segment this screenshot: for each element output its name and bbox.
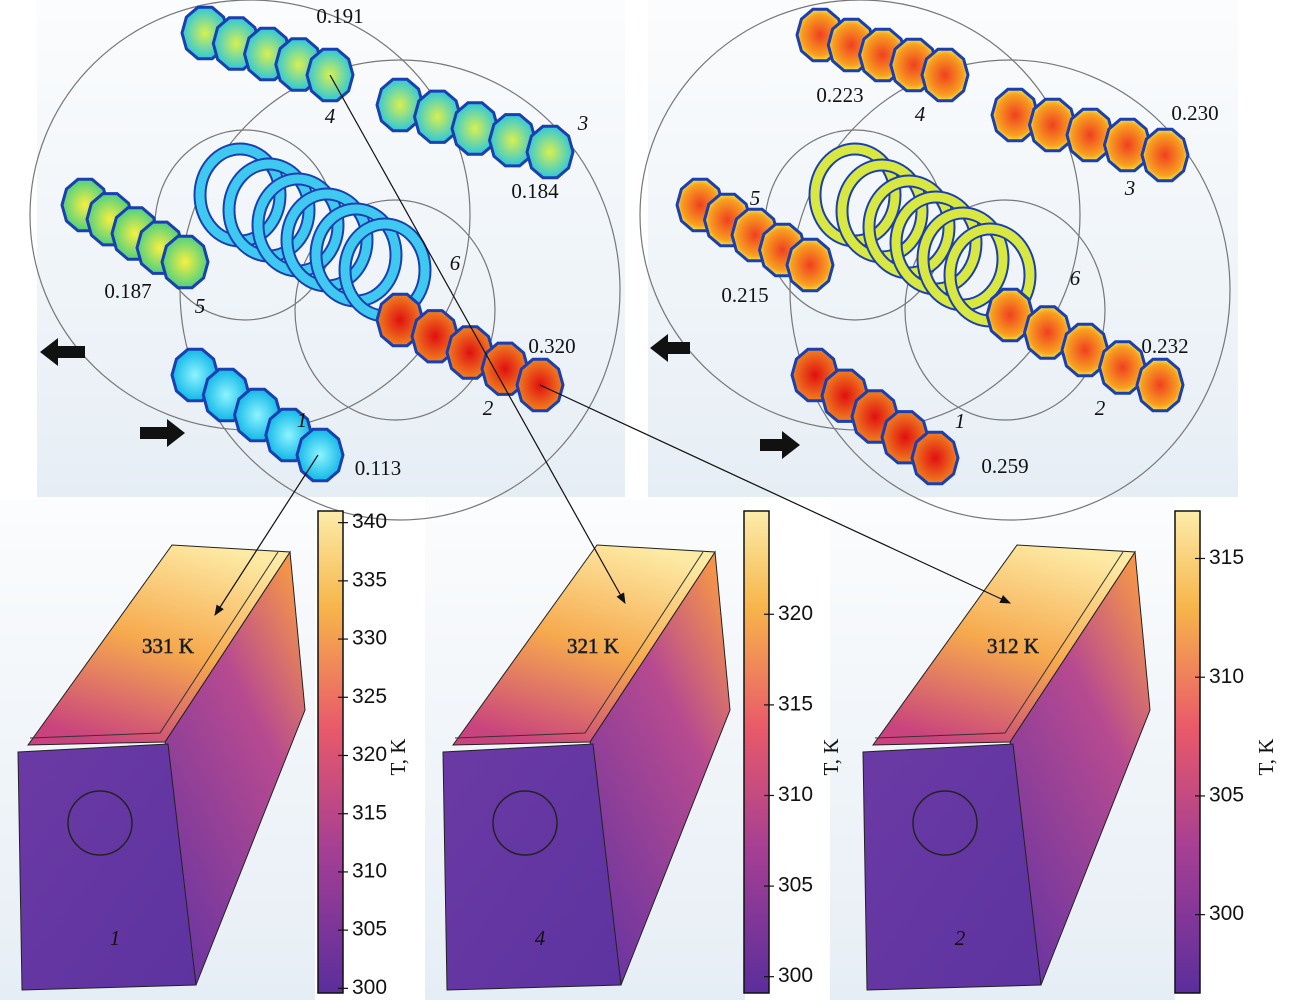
rod-value: 0.184 (511, 179, 559, 203)
colorbar-tick-label: 315 (1209, 546, 1244, 569)
rod-disc (1142, 129, 1188, 180)
rod-number: 4 (915, 102, 926, 126)
rod-number: 3 (1124, 176, 1136, 200)
rod-disc (527, 126, 573, 177)
rod-disc (1137, 359, 1183, 410)
colorbar-tick-label: 315 (778, 692, 813, 715)
colorbar-label: T, K (1254, 739, 1278, 776)
colorbar-tick-label: 310 (352, 859, 387, 882)
colorbar-tick-label: 300 (352, 976, 387, 999)
colorbar-tick-label: 310 (1209, 665, 1244, 688)
rod-value: 0.191 (316, 4, 363, 28)
colorbar-tick-label: 315 (352, 801, 387, 824)
colorbar-tick-label: 330 (352, 627, 387, 650)
colorbar (1175, 511, 1200, 993)
colorbar (744, 511, 769, 993)
box-front (863, 744, 1041, 990)
rod-number: 4 (325, 104, 336, 128)
temperature-label: 331 K (142, 634, 194, 658)
colorbar-tick-label: 305 (778, 874, 813, 897)
rod-disc (912, 432, 958, 483)
section-number: 1 (110, 926, 121, 950)
colorbar-label: T, K (819, 739, 843, 776)
rod-number: 1 (297, 408, 308, 432)
rod-value: 0.230 (1171, 101, 1218, 125)
rod-disc (162, 236, 208, 287)
temperature-label: 321 K (567, 634, 619, 658)
rod-value: 0.259 (981, 454, 1028, 478)
colorbar-tick-label: 300 (778, 964, 813, 987)
box-front (443, 744, 621, 990)
rod-value: 0.113 (355, 456, 401, 480)
rod-value: 0.320 (528, 334, 575, 358)
rod-number: 2 (483, 396, 494, 420)
rod-number: 5 (195, 294, 206, 318)
colorbar-tick-label: 320 (352, 743, 387, 766)
figure: 1 0.113 2 0.320 3 0.184 4 0.191 5 0.187 6 1 0.259 2 0.… (0, 0, 1289, 1001)
section-number: 2 (955, 926, 966, 950)
rod-number: 1 (955, 409, 966, 433)
colorbar-tick-label: 305 (352, 918, 387, 941)
rod-number: 5 (750, 186, 761, 210)
rod-number: 2 (1095, 396, 1106, 420)
rod-value: 0.215 (721, 283, 768, 307)
colorbar-tick-label: 335 (352, 568, 387, 591)
colorbar-tick-label: 305 (1209, 783, 1244, 806)
colorbar-label: T, K (386, 739, 410, 776)
rod-value: 0.232 (1141, 334, 1188, 358)
box-front (18, 744, 196, 990)
colorbar-tick-label: 325 (352, 685, 387, 708)
rod-number: 3 (577, 111, 589, 135)
colorbar-tick-label: 300 (1209, 902, 1244, 925)
rod-disc (297, 429, 343, 480)
rod-disc (922, 49, 968, 100)
section-number: 4 (535, 926, 546, 950)
coil-number: 6 (450, 251, 461, 275)
rod-value: 0.223 (816, 83, 863, 107)
colorbar (318, 511, 343, 993)
rod-disc (787, 239, 833, 290)
temperature-label: 312 K (987, 634, 1039, 658)
colorbar-tick-label: 340 (352, 510, 387, 533)
colorbar-tick-label: 310 (778, 783, 813, 806)
rod-value: 0.187 (104, 279, 151, 303)
coil-number: 6 (1070, 266, 1081, 290)
colorbar-tick-label: 320 (778, 602, 813, 625)
